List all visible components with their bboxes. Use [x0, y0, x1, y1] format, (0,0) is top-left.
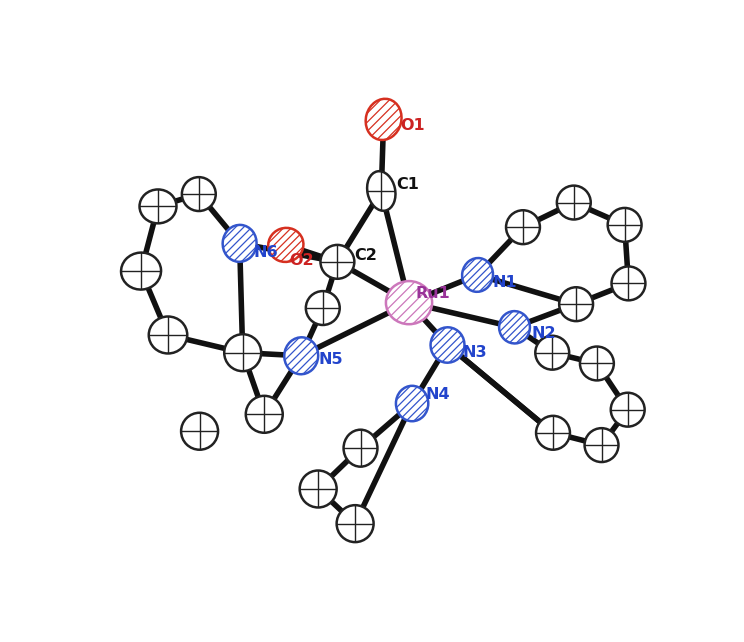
Text: O1: O1	[400, 118, 425, 133]
Ellipse shape	[396, 386, 429, 421]
Ellipse shape	[367, 171, 396, 211]
Ellipse shape	[536, 416, 570, 449]
Ellipse shape	[462, 258, 493, 292]
Ellipse shape	[499, 311, 530, 343]
Text: C1: C1	[397, 177, 420, 193]
Text: N3: N3	[463, 345, 487, 360]
Ellipse shape	[306, 291, 340, 325]
Ellipse shape	[121, 252, 161, 290]
Ellipse shape	[612, 266, 645, 300]
Text: N2: N2	[531, 326, 556, 341]
Text: N6: N6	[254, 245, 278, 260]
Ellipse shape	[535, 336, 569, 370]
Ellipse shape	[284, 337, 318, 374]
Ellipse shape	[366, 99, 402, 140]
Ellipse shape	[611, 393, 644, 427]
Ellipse shape	[149, 317, 187, 354]
Text: N1: N1	[493, 275, 518, 290]
Ellipse shape	[336, 505, 373, 542]
Ellipse shape	[321, 245, 354, 279]
Ellipse shape	[386, 281, 432, 324]
Text: Ru1: Ru1	[415, 286, 450, 301]
Ellipse shape	[557, 186, 591, 220]
Ellipse shape	[506, 210, 540, 244]
Ellipse shape	[300, 471, 336, 507]
Ellipse shape	[608, 208, 641, 242]
Ellipse shape	[224, 334, 261, 371]
Text: N5: N5	[318, 352, 343, 367]
Text: C2: C2	[354, 248, 377, 263]
Ellipse shape	[268, 228, 304, 262]
Ellipse shape	[140, 189, 176, 223]
Ellipse shape	[585, 428, 618, 462]
Ellipse shape	[222, 225, 257, 262]
Ellipse shape	[431, 327, 464, 363]
Ellipse shape	[559, 287, 593, 321]
Text: O2: O2	[289, 253, 314, 268]
Ellipse shape	[580, 347, 614, 381]
Text: N4: N4	[426, 386, 451, 402]
Ellipse shape	[344, 429, 377, 467]
Ellipse shape	[246, 396, 283, 433]
Ellipse shape	[181, 413, 218, 449]
Ellipse shape	[182, 177, 216, 211]
